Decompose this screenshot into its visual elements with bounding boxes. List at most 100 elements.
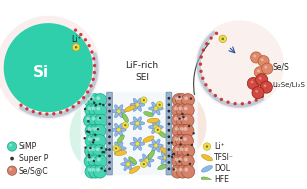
Circle shape	[88, 107, 91, 110]
Circle shape	[86, 130, 88, 133]
Ellipse shape	[137, 98, 142, 105]
Circle shape	[179, 168, 183, 172]
Circle shape	[265, 66, 267, 69]
Circle shape	[88, 145, 101, 158]
Ellipse shape	[133, 98, 138, 105]
Circle shape	[195, 20, 284, 109]
Ellipse shape	[137, 103, 145, 106]
Ellipse shape	[115, 148, 119, 155]
Circle shape	[126, 162, 130, 166]
Circle shape	[92, 117, 95, 121]
Circle shape	[192, 132, 195, 135]
Circle shape	[175, 147, 179, 151]
Text: Li₂Se/Li₂S: Li₂Se/Li₂S	[273, 82, 306, 88]
Ellipse shape	[139, 159, 147, 162]
Ellipse shape	[128, 164, 132, 171]
Circle shape	[45, 112, 49, 116]
Circle shape	[168, 129, 170, 132]
Ellipse shape	[201, 177, 213, 183]
Ellipse shape	[130, 122, 137, 125]
Circle shape	[85, 104, 98, 117]
Circle shape	[86, 90, 89, 94]
Circle shape	[100, 167, 103, 170]
Circle shape	[182, 165, 195, 178]
Circle shape	[184, 127, 187, 131]
Ellipse shape	[155, 93, 207, 158]
Circle shape	[187, 154, 189, 156]
Circle shape	[180, 137, 182, 139]
Circle shape	[89, 147, 92, 149]
Circle shape	[113, 145, 119, 152]
Circle shape	[174, 117, 178, 121]
Circle shape	[117, 109, 121, 113]
Circle shape	[89, 114, 102, 127]
Circle shape	[255, 98, 258, 102]
Circle shape	[124, 124, 126, 126]
Circle shape	[179, 117, 183, 121]
Ellipse shape	[118, 130, 123, 136]
Ellipse shape	[142, 160, 147, 167]
Circle shape	[176, 155, 189, 168]
Circle shape	[86, 117, 90, 121]
Circle shape	[89, 84, 93, 88]
Circle shape	[251, 52, 262, 63]
Circle shape	[92, 107, 95, 110]
Circle shape	[158, 104, 161, 106]
Circle shape	[91, 147, 95, 151]
Circle shape	[258, 56, 269, 67]
Circle shape	[173, 153, 175, 155]
Ellipse shape	[137, 137, 142, 144]
Ellipse shape	[147, 159, 154, 162]
Circle shape	[88, 155, 101, 168]
Ellipse shape	[115, 111, 119, 118]
Ellipse shape	[152, 127, 156, 134]
Circle shape	[215, 32, 218, 35]
Circle shape	[172, 155, 185, 168]
Circle shape	[87, 154, 90, 156]
Circle shape	[90, 98, 93, 100]
Circle shape	[97, 117, 101, 121]
FancyBboxPatch shape	[166, 92, 172, 175]
Circle shape	[141, 97, 147, 103]
Circle shape	[108, 135, 111, 138]
Circle shape	[241, 102, 244, 105]
Text: TFSI⁻: TFSI⁻	[214, 153, 234, 162]
Circle shape	[87, 158, 91, 161]
Circle shape	[181, 113, 184, 115]
Circle shape	[108, 110, 111, 112]
Circle shape	[260, 81, 272, 93]
Circle shape	[175, 127, 179, 131]
Circle shape	[143, 163, 145, 165]
Circle shape	[154, 125, 158, 129]
Circle shape	[200, 55, 203, 59]
Circle shape	[181, 135, 193, 147]
Circle shape	[82, 96, 85, 99]
Circle shape	[108, 116, 111, 119]
FancyBboxPatch shape	[107, 92, 112, 175]
Circle shape	[98, 155, 101, 157]
Circle shape	[141, 161, 147, 167]
Ellipse shape	[133, 137, 138, 144]
Circle shape	[168, 116, 170, 119]
Circle shape	[168, 103, 170, 106]
Circle shape	[176, 165, 189, 178]
Ellipse shape	[161, 151, 166, 158]
Ellipse shape	[115, 142, 119, 149]
Ellipse shape	[111, 147, 119, 150]
Circle shape	[177, 124, 190, 137]
Circle shape	[178, 96, 182, 100]
Circle shape	[233, 102, 237, 105]
Circle shape	[92, 57, 95, 60]
Circle shape	[108, 155, 111, 157]
Circle shape	[205, 42, 208, 45]
Circle shape	[95, 114, 107, 127]
Circle shape	[79, 33, 83, 36]
Circle shape	[94, 155, 107, 168]
Circle shape	[184, 158, 188, 161]
Circle shape	[203, 143, 211, 150]
Circle shape	[84, 146, 87, 149]
Circle shape	[185, 168, 188, 172]
Ellipse shape	[118, 142, 123, 149]
Ellipse shape	[152, 139, 156, 146]
Circle shape	[182, 145, 195, 158]
